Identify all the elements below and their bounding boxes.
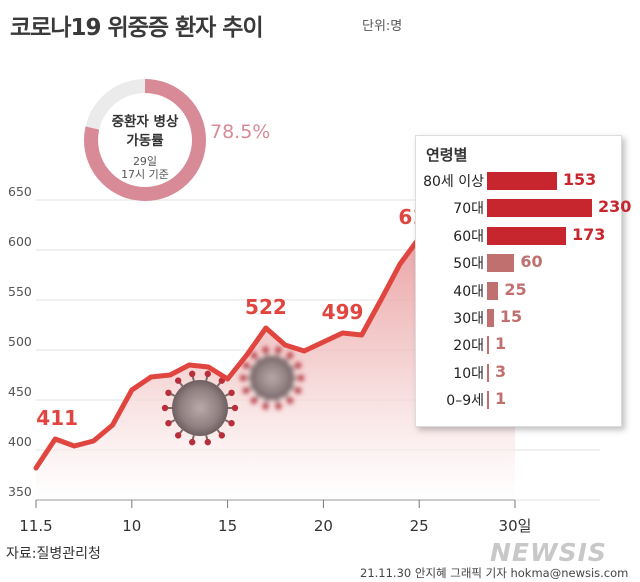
newsis-logo: NEWSIS <box>490 538 607 567</box>
age-value: 230 <box>598 197 632 217</box>
x-tick-label: 30일 <box>499 517 532 535</box>
virus-icon <box>161 370 239 446</box>
bed-usage-arc <box>84 79 206 201</box>
age-bar <box>487 363 489 382</box>
bed-usage-donut <box>84 79 206 201</box>
age-value: 173 <box>571 224 606 244</box>
age-label: 10대 <box>453 365 484 382</box>
age-row: 60대 173 <box>416 225 621 247</box>
age-panel-title: 연령별 <box>426 146 468 164</box>
chart-title: 코로나19 위중증 환자 추이 <box>10 15 264 41</box>
y-tick-label: 600 <box>8 234 32 249</box>
x-tick-label: 15 <box>218 517 237 535</box>
y-tick-label: 500 <box>8 334 32 349</box>
point-label: 522 <box>245 295 287 319</box>
age-row: 30대 15 <box>416 307 621 329</box>
y-tick-label: 350 <box>8 484 32 499</box>
age-bar <box>487 254 515 273</box>
age-row: 0–9세 1 <box>416 389 621 411</box>
age-value: 153 <box>562 170 597 189</box>
bed-usage-date1: 29일 <box>132 155 158 168</box>
bed-usage-date2: 17시 기준 <box>121 168 169 181</box>
age-value: 1 <box>495 334 507 354</box>
y-tick-label: 650 <box>8 184 32 199</box>
x-tick-label: 25 <box>410 517 429 535</box>
x-tick-label: 10 <box>122 517 141 535</box>
x-tick-label: 20 <box>314 517 333 535</box>
virus-icon-blurred <box>239 346 305 410</box>
age-breakdown-panel: 연령별 80세 이상 153 70대 230 60대 173 50대 60 40대 25 30대 15… <box>415 135 631 427</box>
age-bar <box>487 336 489 355</box>
area-fill <box>36 189 515 500</box>
x-tick-label: 11.5 <box>19 517 52 535</box>
virus-illustrations <box>161 346 305 446</box>
credit-line: 21.11.30 안지혜 그래픽 기자 hokma@newsis.com <box>360 566 629 580</box>
unit-label: 단위:명 <box>362 19 403 34</box>
age-bar <box>487 281 499 300</box>
age-value: 15 <box>499 307 523 326</box>
age-value: 60 <box>520 252 543 272</box>
age-row: 70대 230 <box>416 197 631 219</box>
age-label: 30대 <box>453 311 484 327</box>
y-tick-label: 400 <box>8 434 32 449</box>
age-row: 40대 25 <box>416 280 621 302</box>
bed-usage-line1: 중환자 병상 <box>111 114 179 130</box>
bed-usage-percent: 78.5% <box>210 121 271 143</box>
age-label: 60대 <box>453 228 484 245</box>
age-value: 25 <box>504 279 527 299</box>
age-bar <box>487 391 489 410</box>
age-label: 80세 이상 <box>423 174 484 190</box>
age-row: 80세 이상 153 <box>416 170 621 192</box>
age-label: 70대 <box>453 201 484 218</box>
age-bar <box>487 172 557 190</box>
age-label: 40대 <box>453 283 484 300</box>
age-bar <box>487 309 494 327</box>
source-note: 자료:질병관리청 <box>6 546 101 562</box>
age-row: 20대 1 <box>416 334 621 356</box>
point-label: 499 <box>322 300 364 324</box>
callout-pointer <box>520 82 560 150</box>
age-bar <box>487 226 566 245</box>
age-bar <box>487 199 592 218</box>
point-label: 411 <box>36 406 78 430</box>
age-label: 0–9세 <box>446 393 484 410</box>
bed-usage-line2: 가동률 <box>126 133 164 149</box>
x-axis-ticks: 11.5 10 15 20 25 30일 <box>19 500 531 535</box>
y-tick-label: 550 <box>8 284 32 299</box>
age-row: 10대 3 <box>416 362 621 384</box>
y-axis-labels: 350 400 450 500 550 600 650 <box>8 184 32 499</box>
y-tick-label: 450 <box>8 384 32 399</box>
age-row: 50대 60 <box>416 252 621 274</box>
age-value: 3 <box>495 361 507 381</box>
age-label: 50대 <box>453 256 484 273</box>
age-value: 1 <box>495 389 507 409</box>
age-label: 20대 <box>453 338 484 355</box>
